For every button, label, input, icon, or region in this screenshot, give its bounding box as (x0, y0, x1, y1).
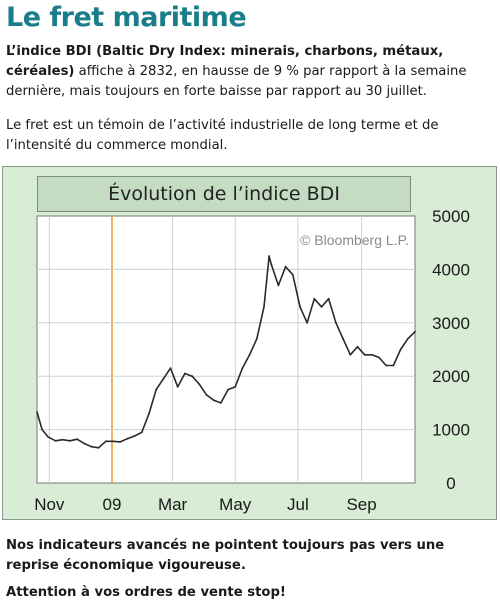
bdi-data-point (255, 337, 258, 340)
bdi-data-point (234, 386, 237, 388)
bdi-data-point (313, 297, 316, 300)
bdi-data-point (284, 265, 287, 268)
bdi-data-point (227, 388, 230, 391)
bdi-data-point (320, 305, 323, 308)
bdi-data-point (220, 402, 222, 404)
y-tick-label: 1000 (432, 421, 470, 440)
bdi-chart-panel: Évolution de l’indice BDI Nov 09 Mar May Jul… (2, 166, 497, 520)
bdi-data-point (119, 441, 122, 443)
chart-title: Évolution de l’indice BDI (37, 176, 411, 212)
bdi-data-point (191, 375, 194, 378)
bdi-line-chart: Nov 09 Mar May Jul Sep 0 1000 2000 3000 4000 5000 © … (34, 207, 470, 514)
plot-area (36, 215, 416, 484)
bdi-data-point (363, 353, 366, 356)
bdi-data-point (90, 445, 93, 448)
bdi-data-point (392, 364, 395, 367)
bdi-data-point (349, 353, 352, 356)
indicators-note: Nos indicateurs avancés ne pointent touj… (6, 538, 445, 573)
bloomberg-watermark: © Bloomberg L.P. (300, 232, 409, 248)
y-tick-label: 3000 (432, 314, 470, 333)
bdi-data-point (126, 437, 129, 440)
bdi-data-point (169, 367, 172, 370)
bdi-data-point (270, 263, 273, 265)
bdi-data-point (184, 372, 186, 375)
bdi-data-point (212, 399, 215, 402)
bdi-data-point (41, 428, 43, 431)
bdi-data-point (291, 273, 294, 276)
bdi-data-point (133, 435, 136, 437)
bdi-definition: L’indice BDI (Baltic Dry Index: minerais… (6, 44, 444, 79)
bdi-data-point (112, 440, 114, 443)
bdi-statement: affiche à 2832, en hausse de 9 % par rap… (6, 64, 467, 99)
stop-order-warning: Attention à vos ordres de vente stop! (6, 585, 286, 600)
x-tick-label: Nov (34, 495, 65, 514)
bdi-data-point (248, 353, 251, 356)
bdi-data-point (385, 364, 388, 367)
y-tick-label: 5000 (432, 207, 470, 226)
bdi-data-point (36, 411, 38, 413)
x-tick-label: 09 (103, 495, 122, 514)
bdi-data-point (148, 412, 150, 415)
bdi-data-point (342, 337, 344, 340)
bdi-data-point (54, 439, 57, 442)
bdi-data-point (198, 383, 201, 386)
intro-paragraph: L’indice BDI (Baltic Dry Index: minerais… (6, 42, 494, 102)
bdi-data-point (47, 436, 50, 438)
bdi-data-point (155, 388, 158, 391)
x-tick-label: Sep (346, 495, 376, 514)
bdi-data-point (83, 442, 86, 445)
bdi-data-point (205, 394, 208, 396)
article-title: Le fret maritime (6, 2, 247, 33)
bdi-data-point (299, 305, 301, 308)
bdi-data-point (162, 378, 165, 380)
bdi-data-point (61, 438, 64, 441)
bdi-data-point (97, 446, 100, 449)
context-paragraph: Le fret est un témoin de l’activité indu… (6, 118, 439, 153)
bdi-data-point (69, 439, 71, 442)
bdi-data-point (277, 284, 280, 287)
bdi-data-point (406, 337, 409, 340)
bdi-data-point (306, 321, 308, 324)
y-tick-label: 4000 (432, 260, 470, 279)
bdi-data-point (76, 438, 78, 441)
x-tick-label: May (219, 495, 252, 514)
bdi-data-point (176, 386, 179, 388)
bdi-data-point (335, 321, 337, 324)
bdi-data-point (399, 348, 402, 351)
bdi-data-point (263, 305, 265, 308)
y-tick-label: 2000 (432, 367, 470, 386)
bdi-data-point (327, 297, 330, 300)
bdi-data-point (356, 345, 359, 348)
bdi-data-point (268, 255, 270, 257)
x-tick-label: Mar (158, 495, 188, 514)
bdi-data-point (414, 330, 416, 333)
y-tick-label: 0 (446, 474, 455, 493)
bdi-data-point (104, 440, 107, 443)
x-tick-label: Jul (287, 495, 309, 514)
bdi-data-point (241, 367, 244, 370)
bdi-data-point (371, 353, 373, 356)
bdi-data-point (140, 431, 143, 434)
bdi-data-point (378, 356, 380, 359)
